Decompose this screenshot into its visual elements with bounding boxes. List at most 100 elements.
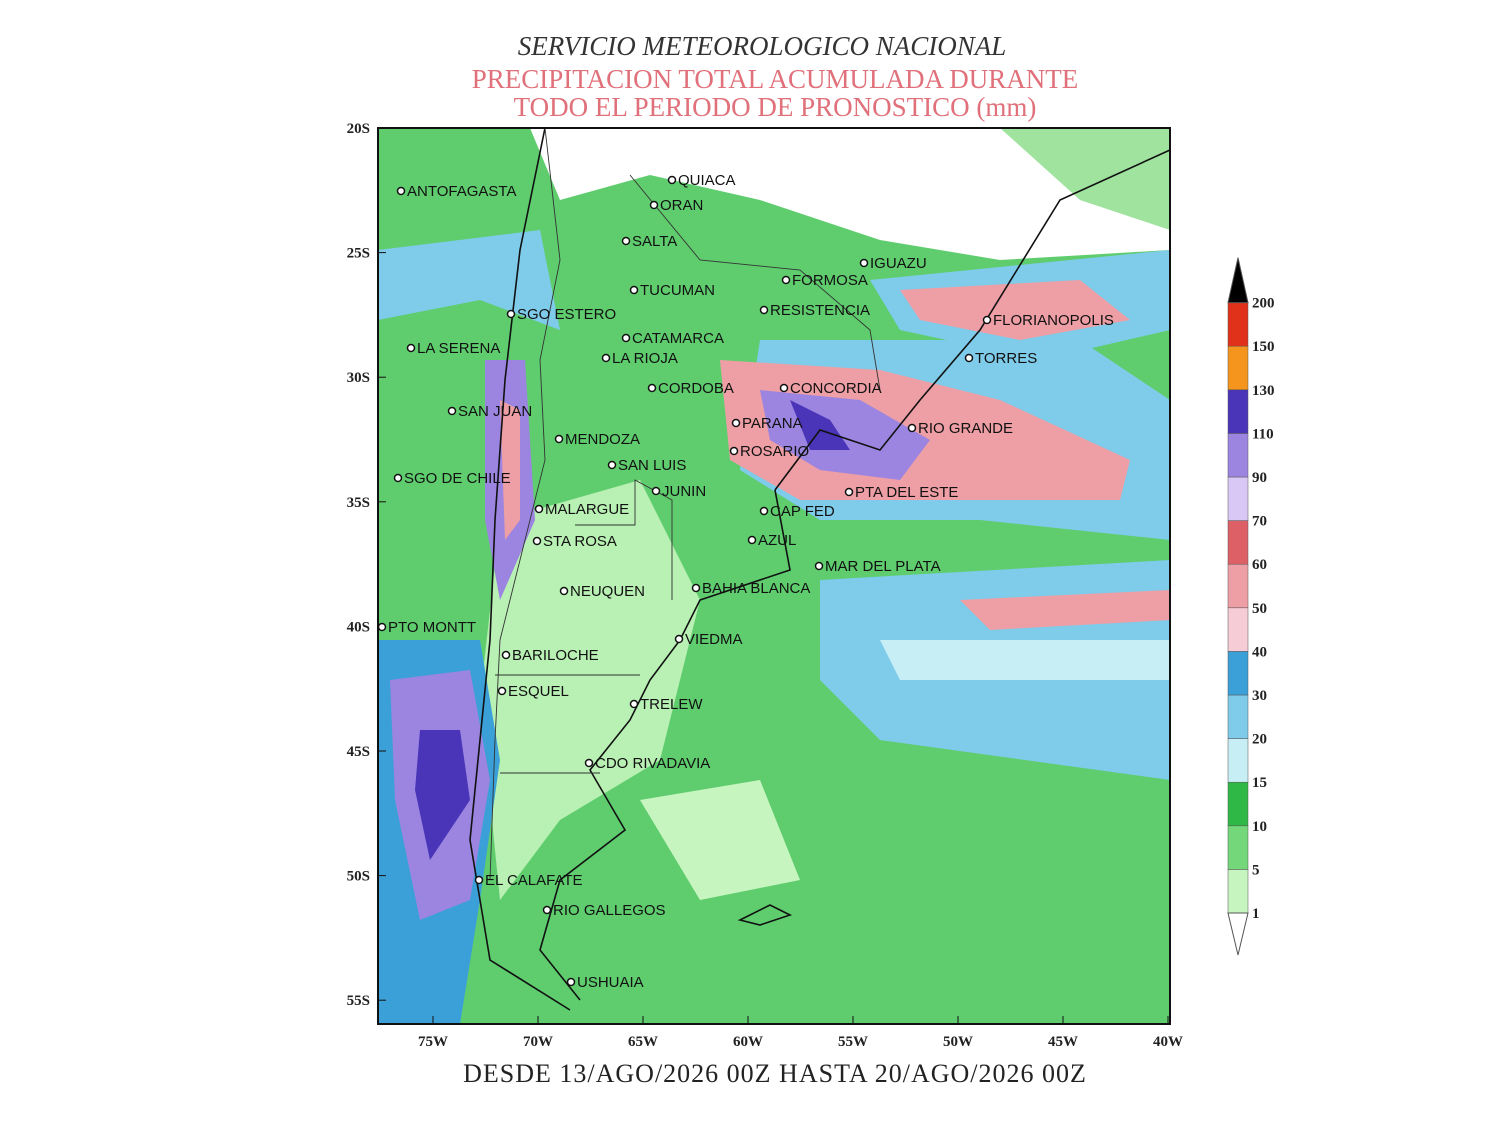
city-marker (814, 561, 824, 571)
city-label: AZUL (758, 532, 796, 549)
colorbar-label: 40 (1252, 644, 1267, 660)
city-labels: ANTOFAGASTA QUIACA ORAN SALTA TUCUMAN SG… (388, 172, 1114, 991)
city-label: BAHIA BLANCA (702, 580, 810, 597)
city-marker (621, 333, 631, 343)
city-label: ORAN (660, 197, 703, 214)
city-marker (629, 285, 639, 295)
city-label: ROSARIO (740, 443, 809, 460)
city-marker (601, 353, 611, 363)
city-label: PTA DEL ESTE (855, 484, 958, 501)
city-marker (621, 236, 631, 246)
city-label: LA RIOJA (612, 350, 678, 367)
lon-label: 60W (733, 1034, 763, 1050)
colorbar-label: 10 (1252, 819, 1267, 835)
city-marker (647, 383, 657, 393)
city-marker (506, 309, 516, 319)
city-label: LA SERENA (417, 340, 500, 357)
colorbar-segment (1227, 607, 1249, 652)
city-marker (964, 353, 974, 363)
coastlines (469, 127, 1171, 1011)
city-marker (729, 446, 739, 456)
city-label: FLORIANOPOLIS (993, 312, 1114, 329)
lat-label: 50S (347, 869, 370, 885)
city-marker (781, 275, 791, 285)
city-label: MAR DEL PLATA (825, 558, 941, 575)
city-marker (554, 434, 564, 444)
lat-label: 55S (347, 993, 370, 1009)
city-marker (779, 383, 789, 393)
city-marker (501, 650, 511, 660)
city-label: CAP FED (770, 503, 835, 520)
city-label: FORMOSA (792, 272, 868, 289)
city-label: SGO ESTERO (517, 306, 616, 323)
colorbar-segment (1227, 781, 1249, 827)
city-label: VIEDMA (685, 631, 743, 648)
colorbar-segment (1227, 738, 1249, 783)
city-label: ESQUEL (508, 683, 569, 700)
city-label: USHUAIA (577, 974, 644, 991)
city-marker (396, 186, 406, 196)
city-label: CONCORDIA (790, 380, 882, 397)
city-label: CORDOBA (658, 380, 734, 397)
city-label: RESISTENCIA (770, 302, 870, 319)
lat-label: 30S (347, 370, 370, 386)
city-marker (674, 634, 684, 644)
city-marker (907, 423, 917, 433)
city-marker (629, 699, 639, 709)
lon-label: 45W (1048, 1034, 1078, 1050)
city-marker (566, 977, 576, 987)
colorbar-label: 200 (1252, 296, 1275, 312)
city-label: NEUQUEN (570, 583, 645, 600)
city-marker (982, 315, 992, 325)
borders (489, 127, 881, 881)
subtitle: TODO EL PERIODO DE PRONOSTICO (mm) (514, 92, 1037, 122)
colorbar-segment (1227, 345, 1249, 391)
city-marker (447, 406, 457, 416)
city-marker (607, 460, 617, 470)
lon-label: 40W (1153, 1034, 1183, 1050)
city-marker (759, 506, 769, 516)
city-label: TRELEW (640, 696, 703, 713)
colorbar-segment (1227, 563, 1249, 609)
city-marker (691, 583, 701, 593)
city-label: IGUAZU (870, 255, 927, 272)
city-label: SALTA (632, 233, 677, 250)
city-marker (474, 875, 484, 885)
city-marker (532, 536, 542, 546)
colorbar-label: 15 (1252, 775, 1267, 791)
colorbar-segment (1227, 520, 1249, 565)
lat-label: 45S (347, 744, 370, 760)
city-marker (406, 343, 416, 353)
city-label: RIO GALLEGOS (553, 902, 666, 919)
footer: DESDE 13/AGO/2026 00Z HASTA 20/AGO/2026 … (463, 1059, 1087, 1088)
colorbar-segment (1227, 651, 1249, 696)
city-label: MENDOZA (565, 431, 640, 448)
colorbar-segment (1227, 694, 1249, 739)
city-label: CATAMARCA (632, 330, 724, 347)
city-marker (497, 686, 507, 696)
city-marker (393, 473, 403, 483)
colorbar-label: 110 (1252, 426, 1274, 442)
city-label: BARILOCHE (512, 647, 599, 664)
city-label: QUIACA (678, 172, 736, 189)
lon-label: 75W (418, 1034, 448, 1050)
subtitle: PRECIPITACION TOTAL ACUMULADA DURANTE (472, 64, 1078, 94)
city-marker (649, 200, 659, 210)
city-marker (534, 504, 544, 514)
city-label: ANTOFAGASTA (407, 183, 516, 200)
colorbar-label: 30 (1252, 688, 1267, 704)
city-label: PARANA (742, 415, 803, 432)
colorbar-over (1227, 257, 1249, 304)
city-label: EL CALAFATE (485, 872, 583, 889)
city-label: SAN JUAN (458, 403, 532, 420)
lon-label: 65W (628, 1034, 658, 1050)
colorbar-label: 60 (1252, 557, 1267, 573)
city-marker (747, 535, 757, 545)
city-label: PTO MONTT (388, 619, 476, 636)
city-label: JUNIN (662, 483, 706, 500)
city-label: RIO GRANDE (918, 420, 1013, 437)
lon-label: 55W (838, 1034, 868, 1050)
